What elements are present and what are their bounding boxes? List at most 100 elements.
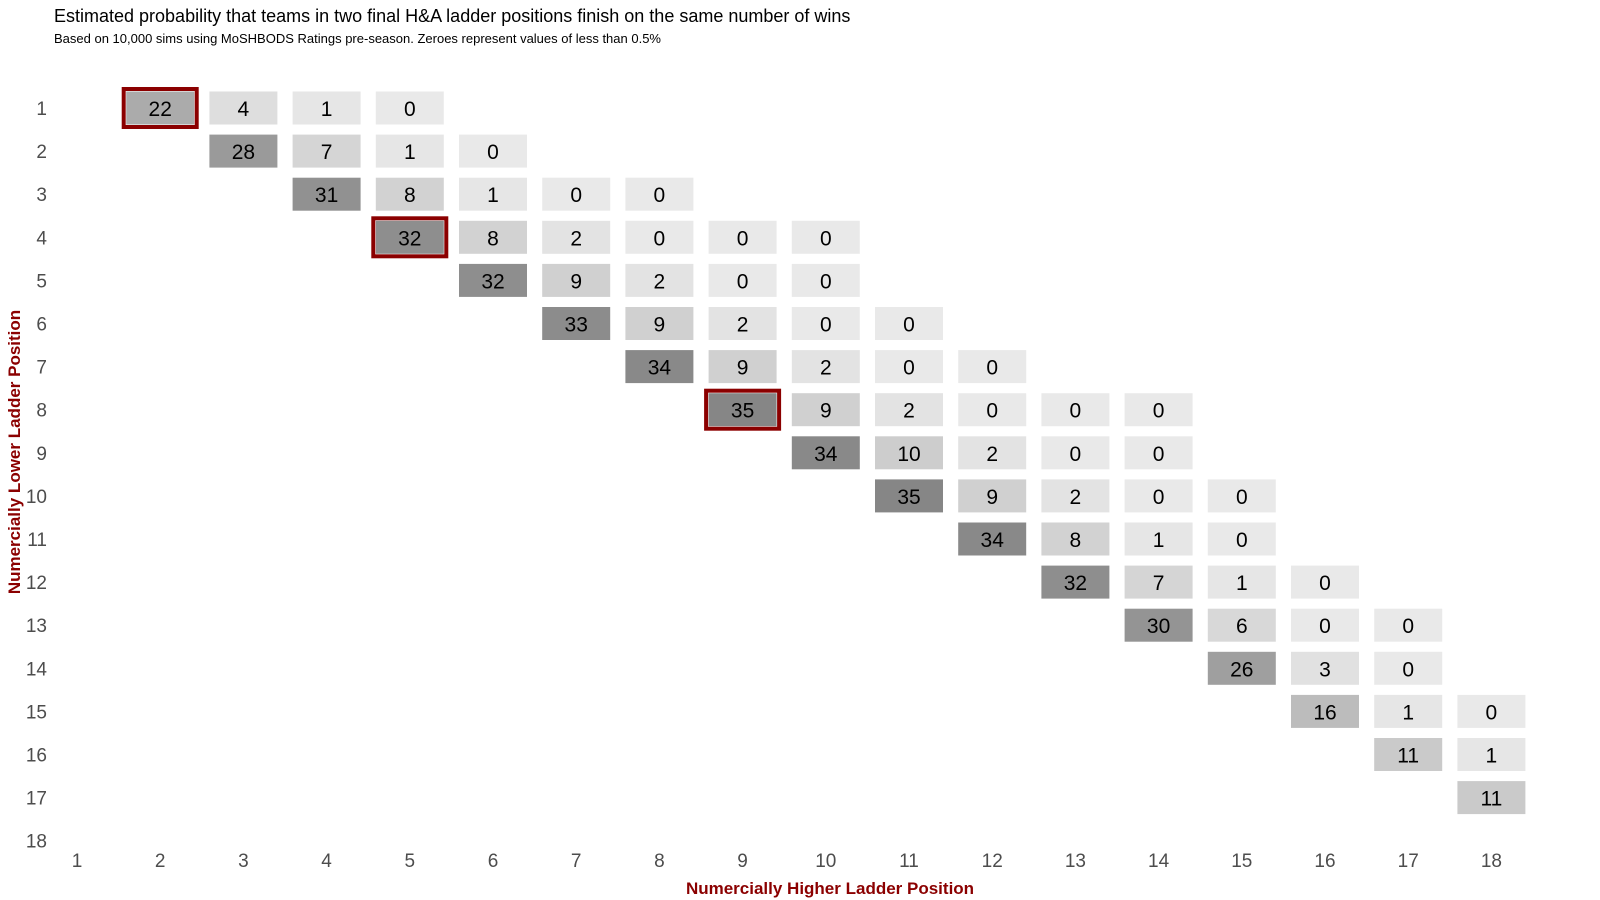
cell-value-label: 4 (238, 98, 250, 121)
cell-value-label: 0 (1402, 658, 1414, 681)
heatmap-tile (209, 134, 278, 168)
heatmap-tile (791, 350, 860, 384)
highlight-border (121, 87, 199, 129)
heatmap-tile (958, 350, 1027, 384)
cell-value-label: 1 (487, 184, 499, 207)
x-tick-label: 4 (321, 851, 332, 872)
cell-value-label: 1 (1486, 745, 1498, 768)
y-tick-label: 10 (26, 487, 47, 508)
heatmap-tile (375, 91, 444, 125)
x-axis-ticks: 1 2 3 4 5 6 7 8 9 10 11 12 13 14 15 16 17 18 (72, 851, 1502, 872)
cell-value-label: 34 (814, 443, 838, 466)
heatmap-tile (1207, 651, 1276, 685)
heatmap-tile (1041, 436, 1110, 470)
cell-value-label: 9 (570, 270, 582, 293)
cell-value-label: 0 (1153, 486, 1165, 509)
x-tick-label: 2 (155, 851, 166, 872)
chart-title: Estimated probability that teams in two … (54, 6, 851, 26)
heatmap-tile (1291, 651, 1359, 685)
cell-value-label: 7 (321, 141, 333, 164)
y-tick-label: 5 (36, 271, 47, 292)
heatmap-tile (1207, 522, 1276, 556)
heatmap-tile (1124, 479, 1193, 513)
y-tick-label: 3 (36, 185, 47, 206)
cell-value-label: 2 (654, 270, 666, 293)
heatmap-tile (375, 220, 444, 254)
cell-value-label: 32 (1064, 572, 1087, 595)
heatmap-tile (1041, 393, 1110, 427)
heatmap-tile (292, 134, 361, 168)
cell-value-label: 2 (820, 357, 832, 380)
x-tick-label: 9 (737, 851, 748, 872)
highlight-border (704, 388, 782, 431)
cell-value-label: 0 (986, 357, 998, 380)
cell-value-label: 0 (570, 184, 582, 207)
cell-value-label: 1 (1153, 529, 1165, 552)
x-tick-label: 11 (899, 851, 919, 872)
x-tick-label: 6 (488, 851, 499, 872)
cell-value-label: 33 (565, 314, 588, 337)
heatmap-tile (1457, 738, 1526, 771)
cell-value-label: 0 (1236, 529, 1248, 552)
heatmap-tile (1291, 608, 1359, 642)
heatmap-tile (1291, 694, 1359, 728)
x-tick-label: 10 (815, 851, 836, 872)
heatmap-tile (625, 263, 694, 297)
heatmap-tile (375, 177, 444, 211)
cell-value-label: 0 (487, 141, 499, 164)
x-tick-label: 14 (1148, 851, 1170, 872)
cell-value-label: 0 (1402, 615, 1414, 638)
heatmap-tile (708, 393, 777, 427)
x-tick-label: 5 (405, 851, 416, 872)
heatmap-tile (1374, 651, 1443, 685)
y-tick-label: 15 (26, 702, 47, 723)
heatmap-tile (958, 522, 1027, 556)
y-tick-label: 12 (26, 573, 47, 594)
cell-value-label: 0 (654, 227, 666, 250)
x-tick-label: 1 (72, 851, 83, 872)
heatmap-tile (1041, 522, 1110, 556)
cell-value-label: 9 (654, 314, 666, 337)
heatmap-tile (1124, 565, 1193, 599)
heatmap-tile (1124, 436, 1193, 470)
heatmap-tile (1124, 608, 1193, 642)
y-tick-label: 17 (26, 789, 47, 810)
heatmap-tile (1457, 694, 1526, 728)
x-tick-label: 7 (571, 851, 582, 872)
x-tick-label: 18 (1481, 851, 1502, 872)
cell-value-label: 9 (737, 357, 749, 380)
heatmap-tile (708, 307, 777, 340)
cell-value-label: 2 (737, 314, 749, 337)
y-tick-label: 4 (36, 228, 47, 249)
heatmap-tile (542, 220, 611, 254)
heatmap-tile (1207, 565, 1276, 599)
heatmap-tile (292, 177, 361, 211)
cell-value-label: 31 (315, 184, 338, 207)
heatmap-tile (625, 177, 694, 211)
cell-value-label: 0 (654, 184, 666, 207)
y-tick-label: 18 (26, 832, 47, 853)
heatmap-tile (1041, 479, 1110, 513)
y-tick-label: 9 (36, 444, 47, 465)
cell-value-label: 0 (1319, 572, 1331, 595)
heatmap-tile (791, 263, 860, 297)
cell-value-label: 1 (404, 141, 416, 164)
heatmap-tile (1124, 522, 1193, 556)
heatmap-tile (791, 436, 860, 470)
heatmap-tiles: 22 4 1 028 7 1 031 8 1 0 032 8 2 0 0 032 9 2 0 033 9 2 0 034 9 2 0… (121, 87, 1526, 815)
heatmap-tile (542, 177, 611, 211)
heatmap-tile (625, 220, 694, 254)
heatmap-tile (875, 307, 943, 340)
heatmap-tile (958, 436, 1027, 470)
heatmap-tile (708, 350, 777, 384)
cell-value-label: 0 (737, 270, 749, 293)
heatmap-tile (1041, 565, 1110, 599)
heatmap-tile (542, 263, 611, 297)
x-tick-label: 13 (1065, 851, 1086, 872)
cell-value-label: 0 (820, 227, 832, 250)
heatmap-tile (1374, 608, 1443, 642)
y-tick-label: 11 (27, 530, 47, 551)
cell-value-label: 0 (1236, 486, 1248, 509)
